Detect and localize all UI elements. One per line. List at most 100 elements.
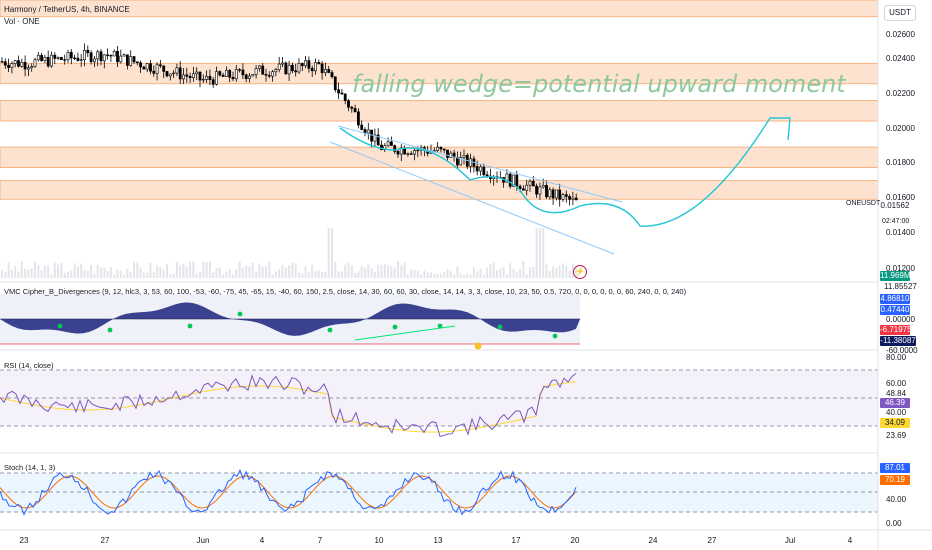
rsi-value-tag: 46.39 bbox=[880, 398, 910, 408]
bolt-icon[interactable]: ⚡ bbox=[573, 265, 587, 279]
volume-bar bbox=[86, 270, 89, 278]
candle-body bbox=[139, 62, 143, 68]
rsi-title[interactable]: RSI (14, close) bbox=[4, 361, 54, 370]
volume-bar bbox=[281, 265, 284, 278]
candle-body bbox=[515, 174, 519, 187]
candle-body bbox=[389, 141, 393, 146]
candle-body bbox=[333, 76, 337, 91]
stoch-title[interactable]: Stoch (14, 1, 3) bbox=[4, 463, 56, 472]
volume-bar bbox=[367, 264, 370, 278]
volume-bar bbox=[271, 274, 274, 278]
volume-bar bbox=[298, 272, 300, 278]
candle-body bbox=[479, 166, 482, 172]
annotation-text[interactable]: falling wedge=potential upward moment bbox=[352, 70, 846, 98]
candle-body bbox=[294, 70, 298, 73]
volume-bar bbox=[291, 262, 294, 278]
candle-body bbox=[548, 189, 552, 198]
volume-bar bbox=[410, 269, 413, 278]
volume-bar bbox=[479, 268, 482, 278]
candle-body bbox=[337, 89, 341, 94]
volume-bar bbox=[76, 266, 79, 278]
price-tick: 0.01800 bbox=[886, 158, 915, 167]
rsi-tick: 60.00 bbox=[886, 379, 907, 388]
volume-bar bbox=[27, 269, 30, 278]
volume-bar bbox=[109, 267, 112, 278]
volume-bar bbox=[43, 266, 46, 278]
candle-body bbox=[413, 150, 416, 155]
volume-bar bbox=[380, 265, 383, 278]
stoch-d-tag: 70.19 bbox=[880, 475, 910, 485]
volume-bar bbox=[225, 272, 228, 278]
volume-bar bbox=[96, 264, 99, 278]
candle-body bbox=[327, 69, 331, 73]
volume-bar bbox=[337, 271, 340, 278]
volume-bar bbox=[63, 272, 66, 278]
candle-body bbox=[231, 77, 235, 80]
volume-bar bbox=[463, 274, 465, 278]
volume-bar bbox=[222, 274, 225, 278]
volume-bar bbox=[80, 263, 83, 278]
volume-bar bbox=[116, 269, 119, 278]
rsi-pane bbox=[0, 369, 878, 438]
volume-bar bbox=[235, 269, 238, 278]
price-tick: 0.02200 bbox=[886, 89, 915, 98]
price-tag: 0.01562 bbox=[880, 201, 910, 211]
candle-body bbox=[63, 59, 67, 61]
candle-body bbox=[343, 93, 347, 101]
volume-bar bbox=[152, 272, 155, 278]
candle-body bbox=[290, 64, 294, 72]
resistance-zone bbox=[0, 0, 879, 18]
candle-body bbox=[96, 51, 100, 60]
volume-bars bbox=[1, 228, 578, 278]
volume-bar bbox=[314, 271, 317, 278]
rsi-tick: 48.84 bbox=[886, 389, 907, 398]
candle-body bbox=[3, 61, 7, 66]
volume-bar bbox=[139, 267, 142, 278]
candle-body bbox=[449, 152, 453, 158]
candle-body bbox=[129, 56, 133, 66]
projection-path bbox=[339, 117, 791, 227]
candle-body bbox=[281, 62, 284, 65]
volume-bar bbox=[60, 262, 63, 278]
candle-body bbox=[512, 174, 515, 187]
x-tick: 4 bbox=[259, 536, 265, 545]
candle-body bbox=[159, 64, 162, 67]
volume-bar bbox=[73, 263, 76, 278]
candle-body bbox=[93, 58, 96, 63]
candle-body bbox=[83, 49, 86, 61]
chart-title[interactable]: Harmony / TetherUS, 4h, BINANCE bbox=[4, 5, 130, 14]
cipher-title[interactable]: VMC Cipher_B_Divergences (9, 12, hlc3, 3… bbox=[4, 287, 687, 296]
candle-body bbox=[350, 106, 354, 109]
candle-body bbox=[304, 60, 308, 67]
candle-body bbox=[386, 141, 390, 147]
candle-body bbox=[89, 52, 93, 63]
x-tick: 13 bbox=[433, 536, 443, 545]
currency-button[interactable]: USDT bbox=[884, 5, 916, 21]
volume-bar bbox=[340, 271, 343, 278]
volume-label[interactable]: Vol · ONE bbox=[4, 17, 40, 26]
volume-bar bbox=[189, 261, 192, 278]
candle-body bbox=[264, 73, 268, 76]
volume-bar bbox=[532, 266, 535, 278]
candle-body bbox=[7, 64, 11, 68]
candle-body bbox=[271, 71, 275, 77]
candle-body bbox=[40, 55, 44, 61]
candle-body bbox=[172, 72, 176, 75]
x-tick: Jun bbox=[196, 536, 210, 545]
candle-body bbox=[211, 79, 215, 85]
volume-bar bbox=[456, 266, 459, 278]
candle-body bbox=[459, 157, 463, 166]
resistance-zone bbox=[0, 100, 879, 122]
volume-bar bbox=[20, 261, 23, 278]
x-tick: 23 bbox=[19, 536, 29, 545]
volume-bar bbox=[327, 228, 330, 278]
candle-body bbox=[53, 54, 57, 59]
resistance-zones bbox=[0, 0, 879, 200]
volume-bar bbox=[205, 261, 208, 278]
volume-bar bbox=[228, 269, 231, 278]
volume-bar bbox=[439, 273, 442, 278]
volume-bar bbox=[1, 270, 3, 278]
volume-bar bbox=[555, 267, 558, 278]
cipher-wave bbox=[0, 302, 580, 336]
candle-body bbox=[155, 64, 159, 74]
